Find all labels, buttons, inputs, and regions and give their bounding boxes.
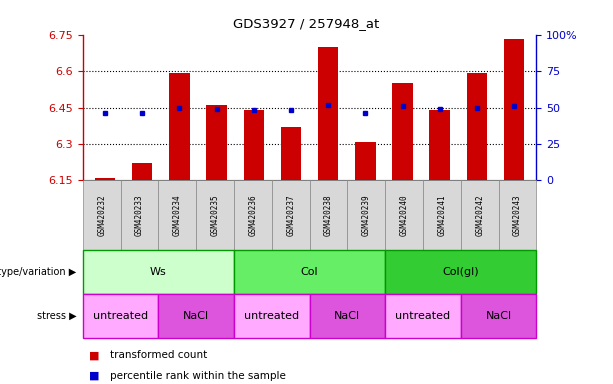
Text: GSM420243: GSM420243 [513,194,522,236]
Bar [348,180,385,250]
Text: Col(gl): Col(gl) [443,266,479,277]
Bar [392,83,413,180]
Text: untreated: untreated [395,311,451,321]
Bar [498,180,536,250]
Text: ■: ■ [89,350,99,360]
Text: transformed count: transformed count [110,350,208,360]
Text: GSM420238: GSM420238 [324,194,333,236]
Text: GSM420240: GSM420240 [400,194,409,236]
Text: NaCl: NaCl [485,311,512,321]
Bar [281,127,301,180]
Bar [318,47,338,180]
Bar [169,73,189,180]
Bar [385,180,423,250]
Bar [158,294,234,338]
Bar [310,294,385,338]
Bar [243,110,264,180]
Text: ■: ■ [89,371,99,381]
Text: GSM420237: GSM420237 [286,194,295,236]
Bar [95,178,115,180]
Text: GSM420236: GSM420236 [248,194,257,236]
Text: percentile rank within the sample: percentile rank within the sample [110,371,286,381]
Text: GSM420239: GSM420239 [362,194,371,236]
Bar [310,180,348,250]
Text: GSM420241: GSM420241 [437,194,446,236]
Bar [461,294,536,338]
Text: GSM420232: GSM420232 [97,194,106,236]
Bar [196,180,234,250]
Text: untreated: untreated [93,311,148,321]
Bar [234,294,310,338]
Bar [121,180,158,250]
Bar [158,180,196,250]
Bar [430,110,450,180]
Text: stress ▶: stress ▶ [37,311,77,321]
Bar [272,180,310,250]
Bar [132,164,153,180]
Text: GSM420234: GSM420234 [173,194,182,236]
Text: Ws: Ws [150,266,167,277]
Text: untreated: untreated [244,311,299,321]
Text: genotype/variation ▶: genotype/variation ▶ [0,266,77,277]
Bar [83,180,121,250]
Bar [423,180,461,250]
Bar [504,40,524,180]
Text: Col: Col [301,266,318,277]
Bar [83,294,158,338]
Bar [234,180,272,250]
Bar [207,105,227,180]
Text: GSM420233: GSM420233 [135,194,144,236]
Bar [83,250,234,294]
Bar [466,73,487,180]
Text: GSM420235: GSM420235 [210,194,219,236]
Text: NaCl: NaCl [334,311,360,321]
Bar [461,180,498,250]
Bar [385,294,461,338]
Bar [355,142,376,180]
Bar [385,250,536,294]
Bar [234,250,385,294]
Text: NaCl: NaCl [183,311,209,321]
Text: GSM420242: GSM420242 [475,194,484,236]
Text: GDS3927 / 257948_at: GDS3927 / 257948_at [234,17,379,30]
